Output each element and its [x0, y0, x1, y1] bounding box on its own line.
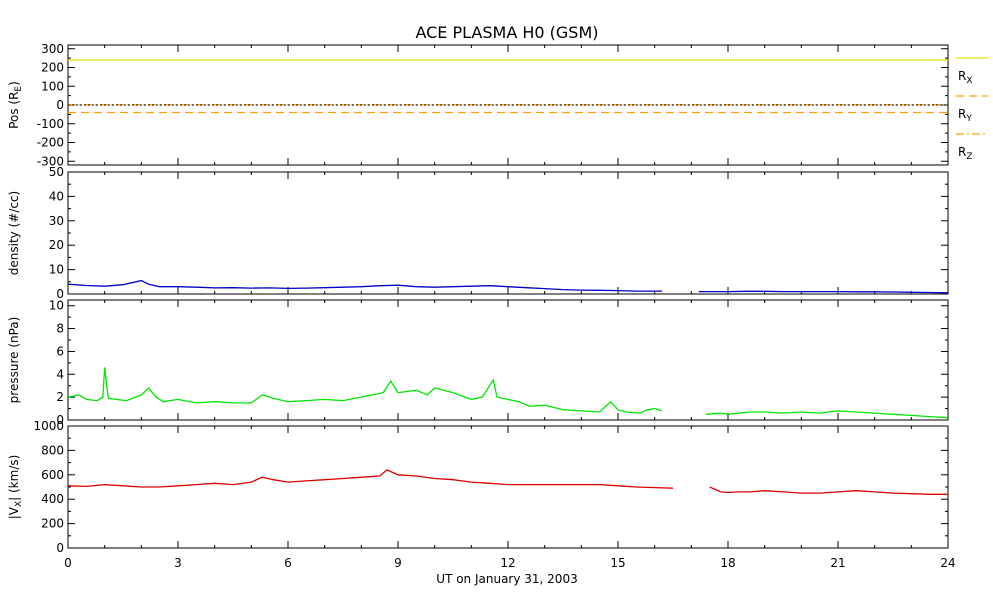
- panel-4-frame: [67, 425, 949, 549]
- panel-2-ytick-label: 50: [49, 165, 64, 179]
- panel-3-ytick-label: 10: [49, 299, 64, 313]
- panel-3-frame: [67, 299, 949, 421]
- panel-4-series-1-line: [67, 469, 948, 495]
- panel-2-ytick-label: 0: [56, 287, 64, 301]
- panel-3-ytick-label: 4: [56, 367, 64, 381]
- panel-4-ytick-label: 800: [41, 443, 64, 457]
- panel-2-frame: [67, 171, 949, 295]
- panel-4-ytick-label: 200: [41, 517, 64, 531]
- x-tick-label: 21: [830, 556, 845, 570]
- panel-3-ytick-label: 6: [56, 344, 64, 358]
- panel-4-ytick-label: 600: [41, 468, 64, 482]
- legend-label-ry: RY: [958, 107, 972, 124]
- x-tick-label: 6: [284, 556, 292, 570]
- x-axis-label: UT on January 31, 2003: [436, 572, 577, 586]
- panel-2-ytick-label: 10: [49, 263, 64, 277]
- x-tick-label: 24: [940, 556, 955, 570]
- panel-1-ytick-label: -300: [37, 154, 64, 168]
- panel-2-ylabel: density (#/cc): [7, 191, 21, 275]
- panel-2-ytick-label: 30: [49, 214, 64, 228]
- panel-1-ytick-label: 0: [56, 98, 64, 112]
- x-tick-label: 9: [394, 556, 402, 570]
- panel-2-series-1-line: [67, 279, 949, 294]
- panel-4-ytick-label: 400: [41, 492, 64, 506]
- panel-1-ytick-label: 300: [41, 42, 64, 56]
- panel-3-ytick-label: 2: [56, 390, 64, 404]
- panel-3-ytick-label: 0: [56, 413, 64, 427]
- panel-1-ytick-label: -100: [37, 117, 64, 131]
- panel-4-ytick-label: 1000: [33, 419, 64, 433]
- panel-3-ytick-label: 8: [56, 322, 64, 336]
- panel-4-ylabel: |VX| (km/s): [7, 455, 24, 520]
- x-tick-label: 18: [720, 556, 735, 570]
- panel-4-ytick-label: 0: [56, 541, 64, 555]
- legend-label-rx: RX: [958, 69, 973, 86]
- panel-1-ylabel: Pos (RE): [7, 81, 24, 129]
- panel-3-series-1-line: [67, 367, 949, 419]
- panel-1-ytick-label: 200: [41, 61, 64, 75]
- panel-1-ytick-label: 100: [41, 79, 64, 93]
- x-tick-label: 0: [64, 556, 72, 570]
- chart-title: ACE PLASMA H0 (GSM): [415, 23, 598, 42]
- panel-2-ytick-label: 40: [49, 189, 64, 203]
- panel-3-ylabel: pressure (nPa): [7, 317, 21, 404]
- x-tick-label: 15: [610, 556, 625, 570]
- x-tick-label: 3: [174, 556, 182, 570]
- x-tick-label: 12: [500, 556, 515, 570]
- panel-2-ytick-label: 20: [49, 238, 64, 252]
- panel-1-ytick-label: -200: [37, 136, 64, 150]
- legend-label-rz: RZ: [958, 145, 973, 162]
